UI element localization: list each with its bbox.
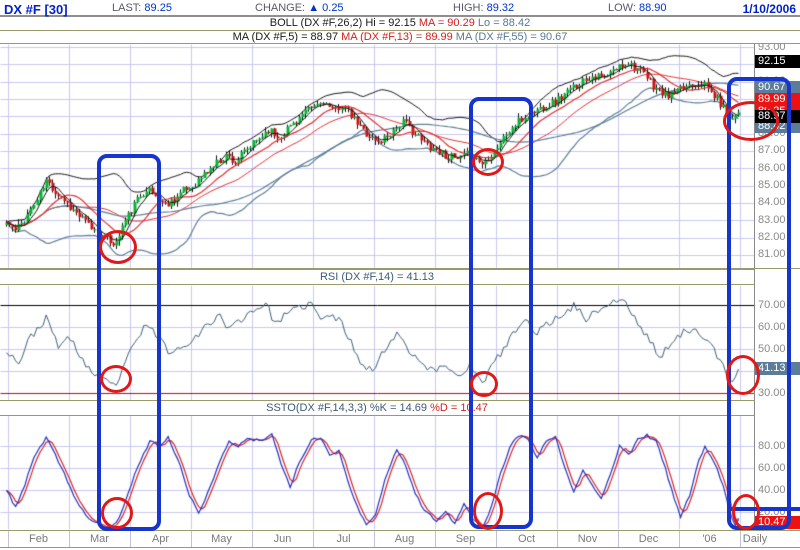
- rsi-axis-label: 70.00: [758, 298, 786, 311]
- separator: [0, 530, 800, 531]
- price-badge: 92.15: [755, 55, 800, 69]
- high-quote: HIGH: 89.32: [453, 2, 514, 14]
- up-arrow-icon: ▲: [308, 2, 320, 14]
- price-axis-label: 81.00: [758, 248, 786, 261]
- bollinger-legend: BOLL (DX #F,26,2) Hi = 92.15 MA = 90.29 …: [0, 17, 800, 31]
- month-label-Sep: Sep: [455, 533, 476, 545]
- month-tick: [252, 531, 253, 547]
- rsi-panel-title: RSI (DX #F,14) = 41.13: [0, 269, 754, 285]
- rsi-axis-label: 60.00: [758, 320, 786, 333]
- month-tick: [69, 531, 70, 547]
- quote-bar: DX #F [30] LAST: 89.25 CHANGE: ▲ 0.25 HI…: [0, 0, 800, 17]
- month-tick: [435, 531, 436, 547]
- ssto-axis-label: 80.00: [758, 439, 786, 452]
- price-axis-label: 83.00: [758, 213, 786, 226]
- month-tick: [8, 531, 9, 547]
- month-label-Feb: Feb: [29, 533, 48, 545]
- month-label-Jun: Jun: [273, 533, 292, 545]
- price-axis-label: 87.00: [758, 144, 786, 157]
- high-label: HIGH:: [453, 2, 484, 14]
- rsi-axis-label: 30.00: [758, 386, 786, 399]
- month-tick: [740, 531, 741, 547]
- last-quote: LAST: 89.25: [112, 2, 172, 14]
- moving-average-legend: MA (DX #F,5) = 88.97 MA (DX #F,13) = 89.…: [0, 31, 800, 44]
- rsi-march-low-circle: [100, 365, 132, 393]
- september-low-highlight: [469, 97, 533, 529]
- low-label: LOW:: [608, 2, 636, 14]
- month-label-Dec: Dec: [638, 533, 659, 545]
- period-label: Daily: [742, 533, 768, 545]
- ma5-legend: MA (DX #F,5) = 88.97: [232, 31, 339, 43]
- month-tick: [130, 531, 131, 547]
- price-september-low-circle: [472, 148, 504, 176]
- rsi-current-low-circle: [726, 355, 760, 395]
- separator: [0, 268, 800, 269]
- month-tick: [313, 531, 314, 547]
- ssto-september-low-circle: [473, 492, 503, 530]
- boll-lo-legend: Lo = 88.42: [477, 17, 531, 29]
- month-tick: [679, 531, 680, 547]
- change-label: CHANGE:: [255, 2, 306, 14]
- low-value: 88.90: [638, 2, 667, 14]
- rsi-axis-label: 50.00: [758, 342, 786, 355]
- ssto-axis-label: 40.00: [758, 483, 786, 496]
- month-label-Nov: Nov: [577, 533, 598, 545]
- change-value: 0.25: [322, 2, 344, 14]
- ma13-legend: MA (DX #F,13) = 89.99: [341, 31, 453, 43]
- price-axis-line: [754, 44, 755, 531]
- low-quote: LOW: 88.90: [608, 2, 667, 14]
- current-low-highlight: [727, 77, 791, 530]
- month-tick: [557, 531, 558, 547]
- symbol-title: DX #F [30]: [4, 2, 68, 17]
- price-march-low-circle: [99, 230, 137, 264]
- ssto-march-low-circle: [101, 497, 133, 529]
- month-tick: [191, 531, 192, 547]
- ma55-legend: MA (DX #F,55) = 90.67: [455, 31, 568, 43]
- price-axis-label: 85.00: [758, 179, 786, 192]
- ssto-d-title-text: %D = 10.47: [430, 402, 488, 414]
- month-label-Apr: Apr: [151, 533, 170, 545]
- time-axis: Feb Mar Apr May Jun Jul Aug Sep Oct Nov Dec '06 Dail…: [0, 531, 800, 548]
- price-axis-label: 86.00: [758, 161, 786, 174]
- ssto-k-title-text: SSTO(DX #F,14,3,3) %K = 14.69: [266, 402, 428, 414]
- month-tick: [496, 531, 497, 547]
- month-label-06: '06: [702, 533, 717, 545]
- quote-date: 1/10/2006: [742, 2, 796, 16]
- current-highlight-line: [727, 507, 800, 511]
- boll-ma-legend: MA = 90.29: [418, 17, 475, 29]
- ssto-panel-title: SSTO(DX #F,14,3,3) %K = 14.69 %D = 10.47: [0, 400, 754, 416]
- change-quote: CHANGE: ▲ 0.25: [255, 2, 344, 14]
- rsi-title-text: RSI (DX #F,14) = 41.13: [319, 271, 435, 283]
- ssto-current-low-circle: [732, 494, 760, 530]
- price-current-low-circle: [723, 101, 779, 141]
- month-tick: [618, 531, 619, 547]
- month-label-Aug: Aug: [394, 533, 415, 545]
- month-label-Oct: Oct: [517, 533, 536, 545]
- month-label-May: May: [211, 533, 232, 545]
- rsi-september-low-circle: [470, 371, 498, 397]
- high-value: 89.32: [486, 2, 515, 14]
- ssto-axis-label: 60.00: [758, 461, 786, 474]
- month-label-Jul: Jul: [336, 533, 351, 545]
- month-tick: [374, 531, 375, 547]
- march-low-highlight: [97, 154, 161, 531]
- price-axis-label: 82.00: [758, 231, 786, 244]
- last-label: LAST:: [112, 2, 142, 14]
- price-axis-label: 84.00: [758, 196, 786, 209]
- month-label-Mar: Mar: [90, 533, 109, 545]
- boll-hi-legend: BOLL (DX #F,26,2) Hi = 92.15: [269, 17, 416, 29]
- last-value: 89.25: [144, 2, 172, 14]
